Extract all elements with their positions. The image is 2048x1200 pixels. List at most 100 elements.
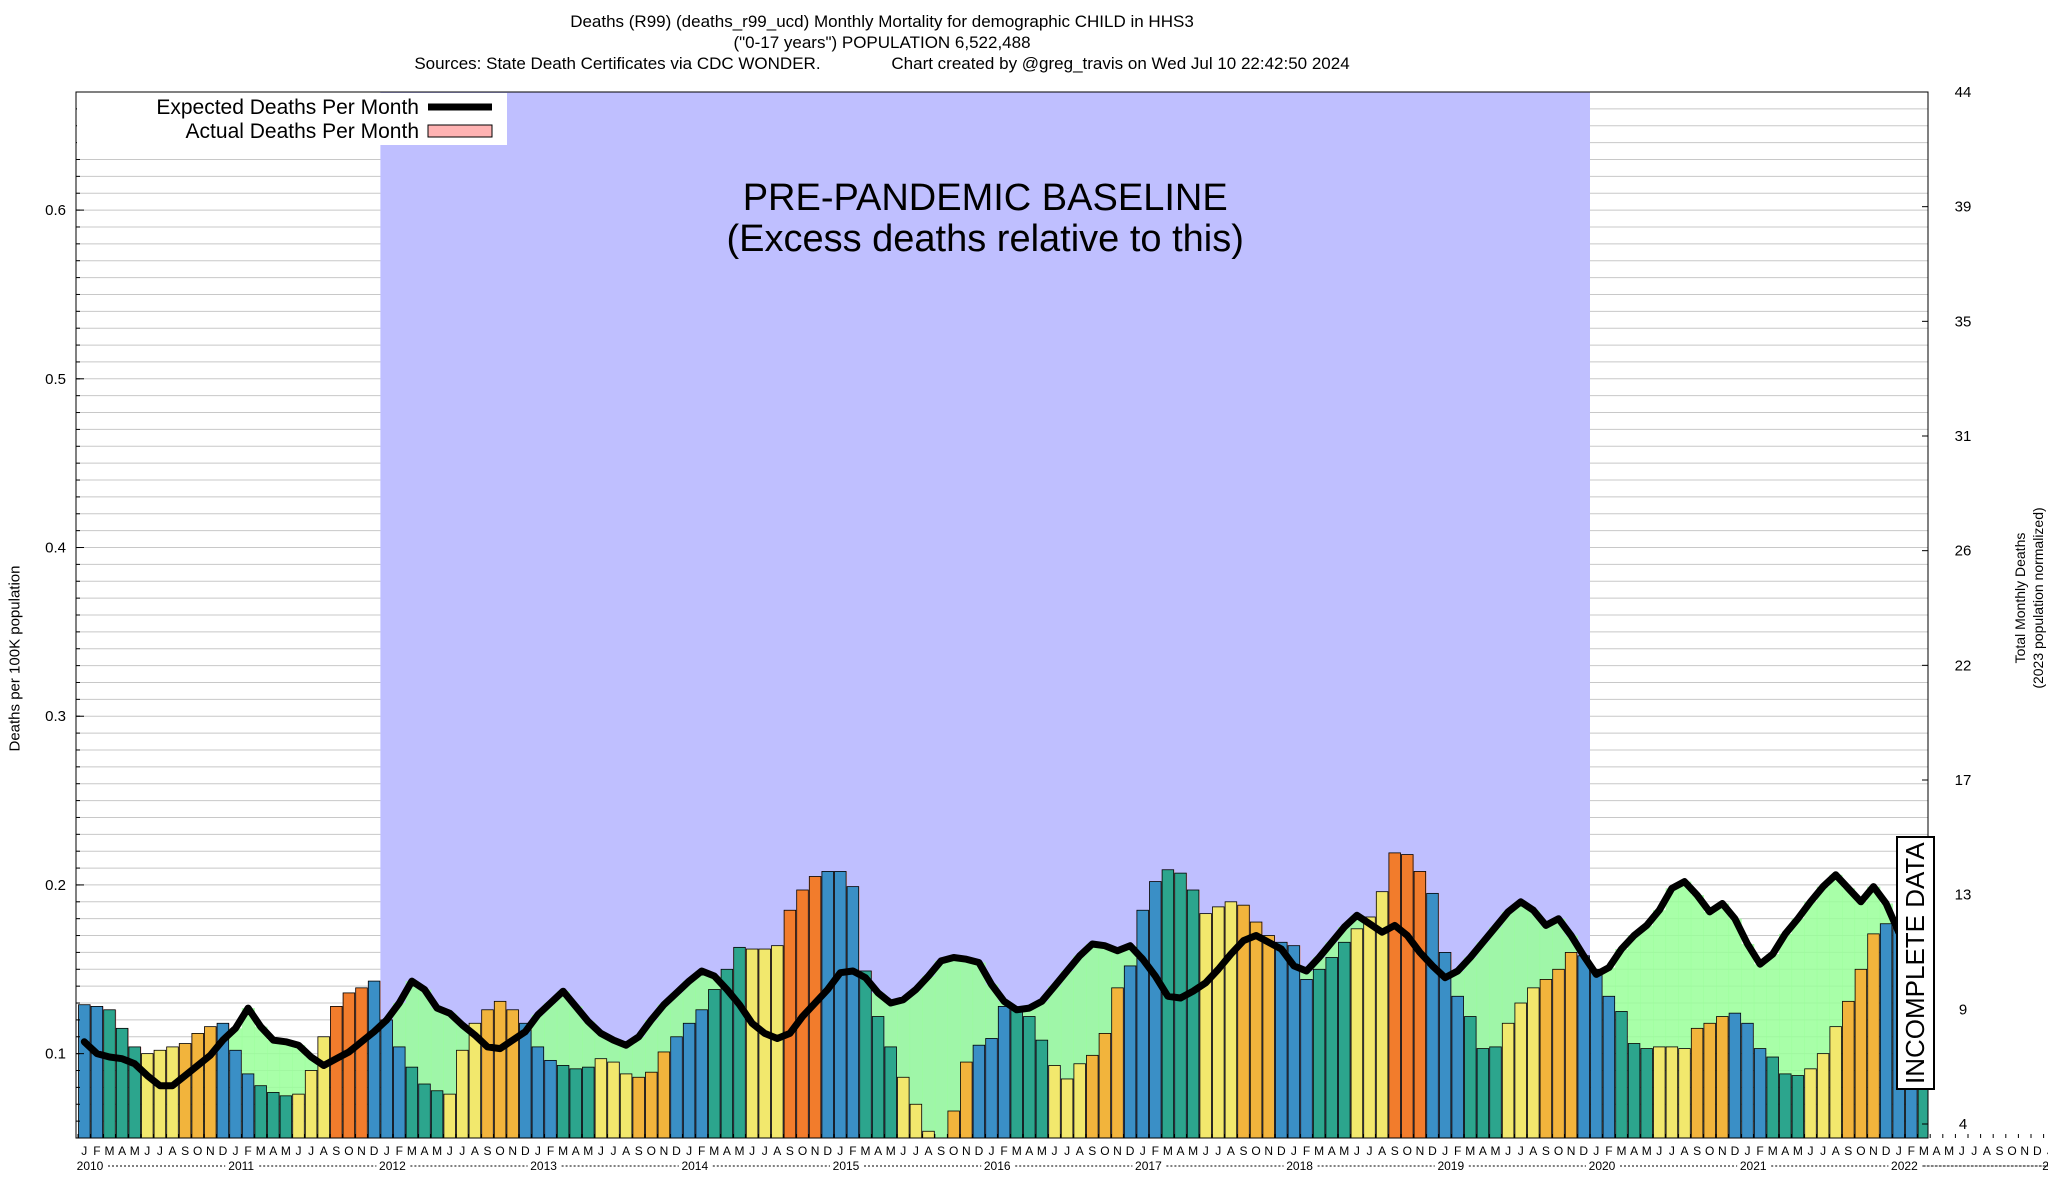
x-tick-label: F bbox=[1454, 1144, 1461, 1158]
x-tick-label: M bbox=[1919, 1144, 1929, 1158]
y-tick-label: 0.2 bbox=[45, 877, 66, 894]
x-tick-label: O bbox=[495, 1144, 504, 1158]
bar bbox=[2019, 1040, 2031, 1138]
bar bbox=[456, 1049, 469, 1138]
excess-region bbox=[241, 1008, 255, 1074]
excess-region bbox=[897, 999, 911, 1078]
y-right-tick-label: 4 bbox=[1959, 1116, 1967, 1133]
excess-region bbox=[1098, 945, 1112, 1034]
bar bbox=[2044, 1005, 2048, 1138]
bar bbox=[1564, 952, 1578, 1138]
x-tick-label: J bbox=[837, 1144, 843, 1158]
bar bbox=[2032, 1025, 2044, 1138]
excess-region bbox=[1653, 910, 1667, 1047]
x-year-label: 2015 bbox=[833, 1159, 860, 1173]
excess-region bbox=[960, 959, 974, 1063]
bar bbox=[254, 1085, 267, 1138]
x-tick-label: D bbox=[370, 1144, 379, 1158]
x-tick-label: A bbox=[1529, 1144, 1537, 1158]
y-right-tick-label: 31 bbox=[1955, 428, 1972, 445]
bar bbox=[997, 1006, 1011, 1138]
bar bbox=[1653, 1046, 1666, 1138]
excess-region bbox=[1955, 885, 1968, 1013]
x-tick-label: M bbox=[105, 1144, 115, 1158]
x-tick-label: F bbox=[244, 1144, 251, 1158]
x-tick-label: A bbox=[1932, 1144, 1940, 1158]
x-tick-label: J bbox=[459, 1144, 465, 1158]
excess-region bbox=[1703, 911, 1717, 1024]
excess-region bbox=[556, 991, 570, 1066]
excess-region bbox=[934, 960, 948, 1138]
bar bbox=[1249, 921, 1263, 1138]
excess-region bbox=[1728, 918, 1742, 1014]
excess-region bbox=[947, 957, 961, 1112]
bar bbox=[657, 1051, 671, 1138]
bar bbox=[405, 1066, 419, 1138]
bar bbox=[1615, 1011, 1628, 1138]
bar bbox=[1829, 1026, 1842, 1138]
bar bbox=[153, 1049, 167, 1138]
x-tick-label: D bbox=[672, 1144, 681, 1158]
excess-region bbox=[582, 1021, 596, 1068]
excess-region bbox=[1867, 886, 1881, 934]
bar bbox=[418, 1083, 431, 1138]
x-tick-label: N bbox=[1264, 1144, 1273, 1158]
bar bbox=[1678, 1048, 1691, 1138]
excess-region bbox=[657, 1004, 671, 1052]
x-tick-label: J bbox=[1215, 1144, 1221, 1158]
x-tick-label: J bbox=[233, 1144, 239, 1158]
excess-region bbox=[1514, 901, 1528, 1004]
bars-layer bbox=[78, 852, 2048, 1138]
bar bbox=[178, 1043, 192, 1138]
excess-region bbox=[1464, 957, 1478, 1017]
bar bbox=[582, 1066, 595, 1138]
x-year-label: 2022 bbox=[1891, 1159, 1918, 1173]
excess-region bbox=[985, 984, 999, 1039]
bar bbox=[708, 989, 721, 1138]
bar bbox=[846, 886, 860, 1138]
excess-region bbox=[2044, 939, 2048, 1005]
excess-region bbox=[405, 981, 419, 1068]
x-tick-label: S bbox=[332, 1144, 340, 1158]
bar bbox=[393, 1046, 406, 1138]
excess-region bbox=[292, 1045, 306, 1095]
x-tick-label: A bbox=[1832, 1144, 1840, 1158]
excess-region bbox=[1690, 895, 1704, 1029]
x-tick-label: D bbox=[219, 1144, 228, 1158]
x-tick-label: A bbox=[269, 1144, 277, 1158]
bar bbox=[1388, 852, 1401, 1138]
excess-region bbox=[645, 1019, 659, 1073]
excess-region bbox=[1048, 986, 1062, 1066]
bar bbox=[103, 1009, 116, 1138]
x-tick-label: A bbox=[1781, 1144, 1789, 1158]
bar bbox=[1174, 872, 1187, 1138]
excess-region bbox=[1627, 935, 1641, 1044]
bar bbox=[531, 1046, 545, 1138]
bar bbox=[1338, 941, 1351, 1138]
x-tick-label: D bbox=[1731, 1144, 1740, 1158]
bar bbox=[204, 1026, 217, 1138]
bar bbox=[1111, 987, 1124, 1138]
bar bbox=[1816, 1053, 1830, 1138]
x-tick-label: J bbox=[2047, 1144, 2048, 1158]
x-tick-label: S bbox=[1239, 1144, 1247, 1158]
bar bbox=[1123, 965, 1137, 1138]
bar bbox=[1086, 1054, 1099, 1138]
excess-region bbox=[594, 1033, 608, 1059]
x-tick-label: F bbox=[1908, 1144, 1915, 1158]
bar bbox=[720, 968, 734, 1138]
x-year-label: 2018 bbox=[1286, 1159, 1313, 1173]
y-tick-label: 0.6 bbox=[45, 202, 66, 219]
bar bbox=[1489, 1046, 1502, 1138]
excess-region bbox=[267, 1040, 281, 1093]
x-year-label: 2021 bbox=[1740, 1159, 1767, 1173]
excess-region bbox=[254, 1026, 268, 1086]
x-tick-label: N bbox=[962, 1144, 971, 1158]
excess-region bbox=[1753, 964, 1767, 1049]
x-tick-label: S bbox=[483, 1144, 491, 1158]
x-tick-label: S bbox=[635, 1144, 643, 1158]
x-tick-label: J bbox=[1896, 1144, 1902, 1158]
bar bbox=[1161, 869, 1175, 1138]
bar bbox=[1363, 916, 1376, 1138]
excess-region bbox=[619, 1045, 633, 1074]
